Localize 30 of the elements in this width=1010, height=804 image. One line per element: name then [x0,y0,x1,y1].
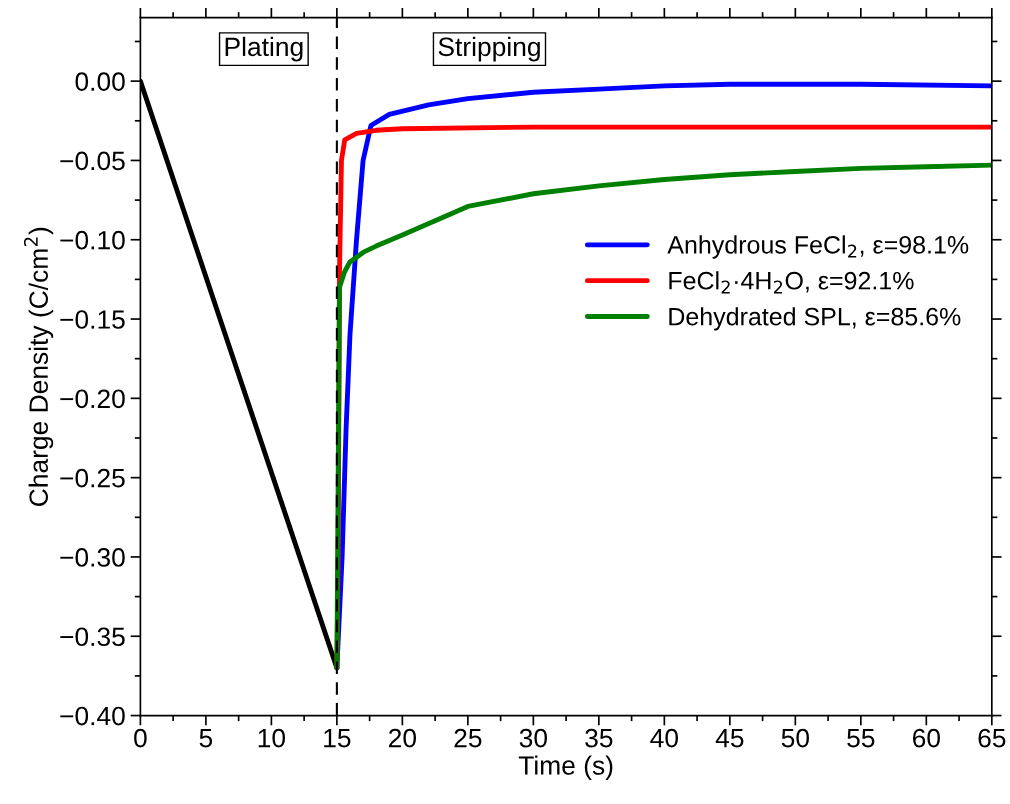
y-tick-label: −0.30 [60,548,125,567]
x-tick-label: 35 [585,728,613,748]
x-tick-label: 55 [847,729,875,748]
y-tick-label: −0.20 [60,389,125,409]
x-tick-label: 15 [324,729,351,748]
x-tick-label: 45 [715,729,744,748]
x-tick-label: 60 [912,728,940,748]
legend-label: Dehydrated SPL, ε=85.6% [669,307,961,331]
x-tick-label: 50 [781,728,809,748]
y-tick-label: −0.05 [60,151,125,171]
legend-label: Anhydrous FeCl$_{2}$, ε=98.1% [667,235,969,259]
y-tick-label: −0.10 [60,230,125,250]
x-tick-label: 20 [389,728,417,748]
x-tick-label: 0 [134,728,147,748]
x-tick-label: 30 [519,728,547,748]
x-tick-label: 5 [199,729,213,748]
y-tick-label: −0.40 [60,706,125,726]
y-tick-label: −0.35 [60,627,125,647]
x-tick-label: 40 [650,728,678,748]
x-axis-title: Time (s) [518,755,613,781]
y-tick-label: −0.15 [60,310,125,329]
x-tick-label: 65 [978,728,1006,748]
annotation: Stripping [438,36,540,62]
legend-label: FeCl$_{2}$·4H$_{2}$O, ε=92.1% [669,271,914,294]
x-tick-label: 25 [454,728,482,748]
y-tick-label: −0.25 [60,468,125,488]
y-axis-title: Charge Density (C/cm$^{2}$) [23,227,54,506]
x-tick-label: 10 [258,728,286,748]
annotation: Plating [225,36,303,62]
y-tick-label: 0.00 [75,72,125,91]
